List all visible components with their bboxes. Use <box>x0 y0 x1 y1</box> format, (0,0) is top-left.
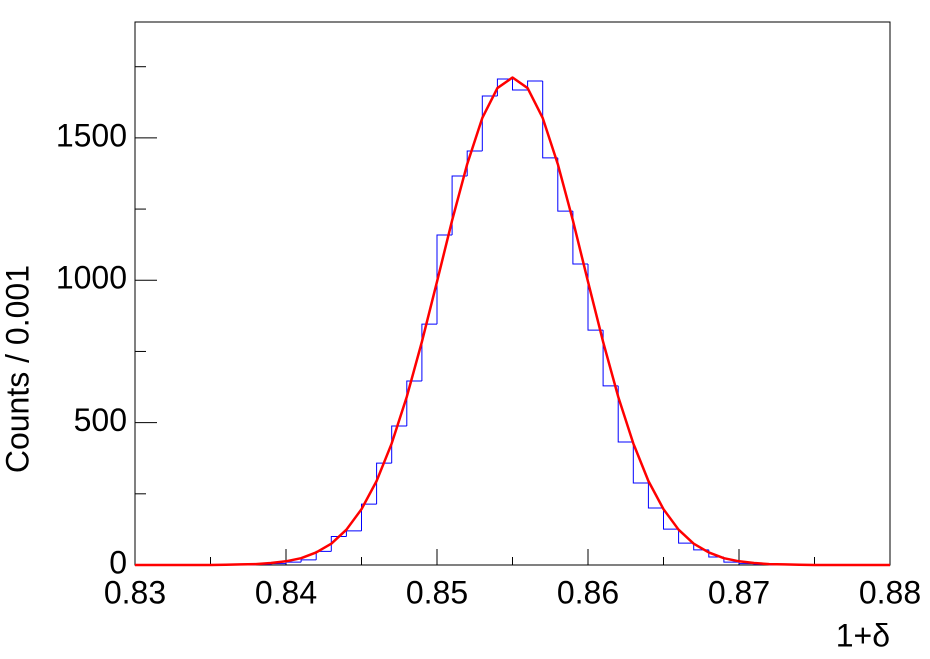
histogram-bin <box>678 529 694 544</box>
histogram-bin <box>663 508 679 530</box>
x-tick-label: 0.86 <box>557 574 619 610</box>
histogram-bin <box>330 536 347 552</box>
x-tick-label: 0.87 <box>708 574 770 610</box>
histogram-bin <box>542 80 558 159</box>
x-tick-label: 0.88 <box>859 574 921 610</box>
y-tick-label: 1500 <box>56 117 127 153</box>
histogram-bin <box>587 264 604 331</box>
plot-frame <box>134 21 891 566</box>
histogram-bin <box>647 482 664 509</box>
y-axis-label: Counts / 0.001 <box>0 265 35 473</box>
histogram-bin <box>285 561 302 564</box>
y-tick-label: 0 <box>109 544 127 580</box>
fit-curve <box>135 76 890 567</box>
histogram-bin <box>617 385 634 443</box>
histogram-bin <box>527 80 543 91</box>
histogram-bin <box>451 175 468 235</box>
histogram-bin <box>406 380 422 427</box>
histogram-bin <box>557 157 573 212</box>
x-axis-label: 1+δ <box>836 617 890 653</box>
x-tick-label: 0.84 <box>255 574 317 610</box>
histogram-bin <box>436 234 453 325</box>
y-tick-label: 1000 <box>56 260 127 296</box>
histogram-bin <box>632 441 649 484</box>
histogram-bin <box>345 530 362 537</box>
histogram-bin <box>300 559 317 563</box>
histogram-bin <box>315 550 332 560</box>
y-tick-label: 500 <box>74 402 127 438</box>
histogram-bin <box>391 425 407 464</box>
x-tick-label: 0.85 <box>406 574 468 610</box>
histogram-bin <box>421 323 437 382</box>
histogram-bin <box>512 78 528 91</box>
histogram-bin <box>602 330 619 387</box>
x-tick-label: 0.83 <box>104 574 166 610</box>
histogram-bin <box>376 462 392 505</box>
histogram-bin <box>361 503 377 531</box>
